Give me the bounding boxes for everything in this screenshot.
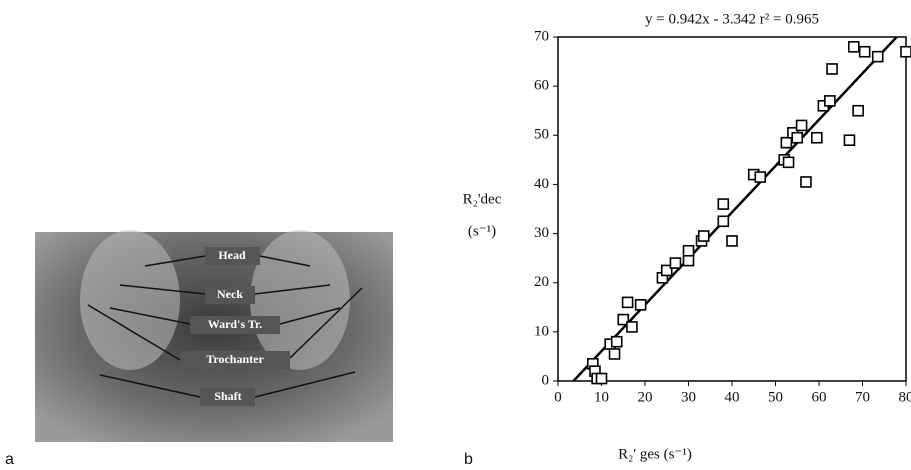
data-point: [853, 106, 863, 116]
data-point: [755, 172, 765, 182]
data-point: [612, 337, 622, 347]
data-point: [825, 96, 835, 106]
x-tick-label: 70: [855, 389, 870, 405]
data-point: [684, 256, 694, 266]
data-point: [627, 322, 637, 332]
x-tick-label: 80: [899, 389, 911, 405]
y-tick-label: 60: [534, 78, 549, 94]
data-point: [792, 133, 802, 143]
fit-line: [573, 37, 896, 381]
figure: Head Neck Ward's Tr. Trochanter Shaft a …: [0, 0, 911, 470]
data-point: [670, 258, 680, 268]
data-point: [827, 64, 837, 74]
y-tick-label: 0: [542, 372, 550, 388]
x-tick-label: 40: [725, 389, 740, 405]
data-point: [699, 231, 709, 241]
plot-frame: [558, 37, 906, 381]
data-point: [860, 47, 870, 57]
mri-image: Head Neck Ward's Tr. Trochanter Shaft: [35, 230, 393, 442]
data-point: [623, 297, 633, 307]
x-tick-label: 0: [554, 389, 562, 405]
y-tick-label: 10: [534, 323, 549, 339]
data-point: [684, 246, 694, 256]
x-tick-label: 50: [768, 389, 783, 405]
x-tick-label: 10: [594, 389, 609, 405]
data-point: [801, 177, 811, 187]
x-tick-label: 20: [638, 389, 653, 405]
data-point: [718, 199, 728, 209]
y-axis-label: R₂'dec: [463, 191, 502, 207]
y-tick-label: 70: [534, 28, 549, 44]
y-tick-label: 40: [534, 176, 549, 192]
y-axis-label: (s⁻¹): [468, 223, 496, 239]
panel-label: a: [5, 451, 14, 468]
data-point: [849, 42, 859, 52]
y-tick-label: 50: [534, 127, 549, 143]
x-tick-label: 30: [681, 389, 696, 405]
data-point: [636, 300, 646, 310]
y-tick-label: 20: [534, 274, 549, 290]
x-axis-label: R₂' ges (s⁻¹): [618, 446, 692, 462]
y-tick-label: 30: [534, 225, 549, 241]
data-point: [718, 216, 728, 226]
data-point: [784, 157, 794, 167]
region-label: Head: [218, 248, 246, 262]
data-point: [597, 374, 607, 384]
x-tick-label: 60: [812, 389, 827, 405]
data-point: [727, 236, 737, 246]
region-label: Shaft: [214, 389, 241, 403]
region-label: Ward's Tr.: [208, 317, 262, 331]
chart-title: y = 0.942x - 3.342 r² = 0.965: [645, 11, 819, 27]
panel-label: b: [464, 451, 473, 468]
data-point: [901, 47, 911, 57]
data-point: [797, 120, 807, 130]
data-point: [781, 138, 791, 148]
region-label: Trochanter: [206, 352, 264, 366]
data-point: [873, 52, 883, 62]
data-point: [610, 349, 620, 359]
data-point: [844, 135, 854, 145]
data-point: [812, 133, 822, 143]
region-label: Neck: [217, 287, 243, 301]
